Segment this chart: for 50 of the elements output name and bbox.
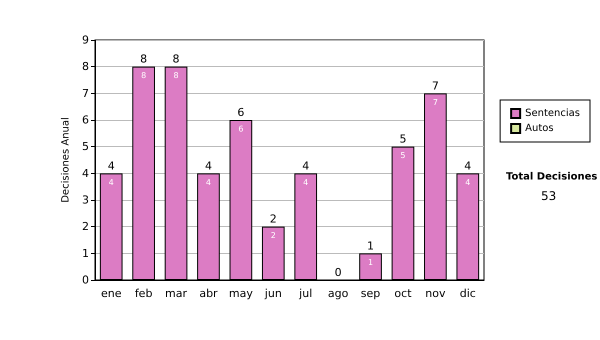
y-axis-title: Decisiones Anual — [60, 117, 72, 203]
y-tick-label: 5 — [82, 140, 89, 154]
x-tick-label: ago — [328, 287, 349, 300]
data-label: 4 — [108, 178, 114, 187]
y-tick-label: 7 — [82, 86, 89, 100]
x-tick-label: oct — [394, 287, 412, 300]
data-label: 4 — [465, 178, 470, 187]
total-label: 8 — [172, 52, 180, 66]
data-label: 1 — [368, 258, 374, 267]
x-tick-label: dic — [460, 287, 476, 300]
data-label: 4 — [303, 178, 308, 187]
total-label: 2 — [270, 212, 277, 226]
data-label: 6 — [238, 124, 244, 134]
legend-label: Autos — [525, 123, 554, 134]
total-label: 4 — [302, 159, 310, 172]
total-label: 0 — [334, 266, 342, 279]
data-label: 8 — [173, 71, 179, 80]
data-label: 4 — [206, 178, 212, 187]
y-tick-label: 6 — [82, 114, 89, 126]
total-label: 5 — [399, 132, 406, 146]
y-tick-label: 9 — [82, 34, 89, 46]
y-tick-label: 0 — [82, 274, 89, 286]
y-tick-label: 3 — [82, 194, 89, 206]
data-label: 8 — [141, 71, 146, 80]
text: Total Decisiones — [506, 172, 598, 182]
total-label: 4 — [108, 159, 115, 172]
x-tick-label: feb — [134, 287, 152, 300]
x-tick-label: abr — [199, 287, 218, 300]
x-tick-label: jun — [264, 287, 282, 300]
total-label: 7 — [432, 79, 439, 92]
x-tick-label: ene — [100, 287, 122, 300]
x-tick-label: nov — [425, 287, 446, 300]
total-label: 8 — [140, 52, 148, 66]
y-tick-label: 4 — [82, 166, 89, 180]
y-tick-label: 1 — [82, 246, 89, 260]
legend-label: Sentencias — [525, 108, 580, 119]
y-tick-label: 2 — [82, 220, 89, 234]
total-label: 6 — [237, 106, 244, 119]
data-label: 2 — [270, 231, 276, 240]
total-label: 4 — [464, 159, 472, 172]
text: 53 — [541, 189, 556, 203]
x-tick-label: mar — [165, 287, 188, 300]
x-tick-label: sep — [360, 287, 380, 300]
x-tick-label: jul — [298, 287, 312, 300]
y-tick-label: 8 — [82, 60, 89, 74]
total-label: 4 — [204, 159, 212, 172]
data-label: 7 — [432, 98, 438, 107]
x-tick-label: may — [228, 287, 254, 300]
total-label: 1 — [367, 239, 374, 252]
data-label: 5 — [400, 151, 406, 160]
